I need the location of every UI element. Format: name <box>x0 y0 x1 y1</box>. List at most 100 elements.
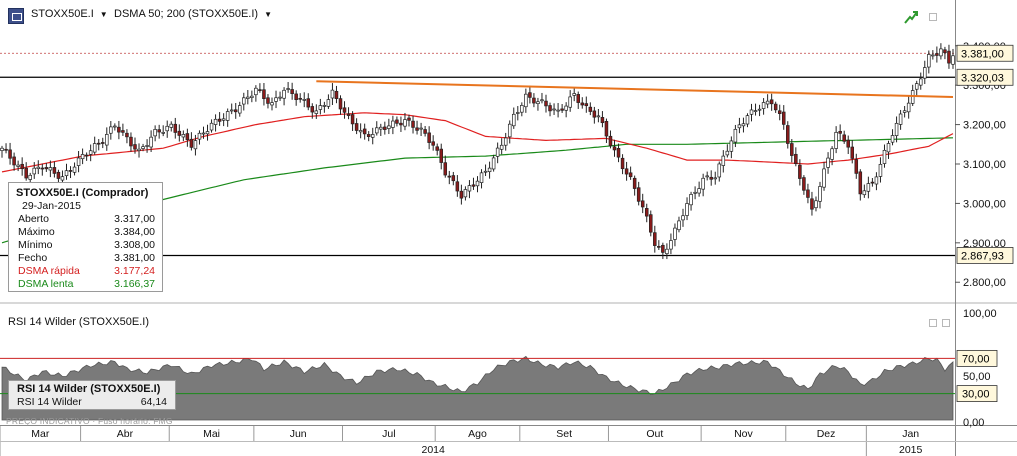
candle-body <box>141 146 145 149</box>
candle-body <box>56 171 61 179</box>
trend-arrow-icon[interactable] <box>904 10 918 24</box>
candle-body <box>193 140 198 150</box>
candle-body <box>40 167 45 170</box>
candle-body <box>161 131 165 134</box>
candle-body <box>769 99 774 105</box>
candle-body <box>270 102 274 106</box>
candle-body <box>741 123 746 127</box>
month-label: Ago <box>468 428 487 440</box>
candle-body <box>205 131 210 135</box>
candle-body <box>810 198 814 210</box>
candle-body <box>584 103 589 107</box>
candle-body <box>185 133 190 141</box>
candle-body <box>76 157 81 166</box>
candle-body <box>536 101 540 105</box>
candle-body <box>258 89 262 91</box>
rsi-row: RSI 14 Wilder 64,14 <box>17 396 167 409</box>
candle-body <box>221 118 226 121</box>
candle-body <box>878 163 883 177</box>
candle-body <box>524 93 528 108</box>
candle-body <box>548 105 552 112</box>
rsi-tick-label: 0,00 <box>963 417 984 429</box>
candle-body <box>745 115 750 125</box>
rsi-maximize-icon[interactable] <box>929 319 937 327</box>
candle-body <box>931 54 935 57</box>
candle-body <box>44 167 49 170</box>
candle-body <box>105 134 109 146</box>
candle-body <box>520 105 524 113</box>
price-level-badge <box>956 68 1014 86</box>
candle-body <box>669 240 673 250</box>
candle-body <box>661 244 665 253</box>
candle-body <box>391 120 395 128</box>
candle-body <box>923 67 927 79</box>
maximize-icon[interactable] <box>929 13 937 21</box>
candle-body <box>411 120 415 128</box>
candle-body <box>644 208 649 217</box>
candle-body <box>318 105 323 110</box>
candle-body <box>786 125 790 144</box>
candle-body <box>576 94 580 103</box>
info-row-value: 3.317,00 <box>114 213 155 225</box>
candle-body <box>197 132 202 140</box>
footer-note: PREÇO INDICATIVO · Fuso horário: FMG <box>6 416 173 426</box>
candle-body <box>814 200 818 209</box>
candle-body <box>157 129 161 133</box>
candle-body <box>383 126 387 130</box>
candle-body <box>282 89 286 99</box>
candle-body <box>649 214 653 233</box>
indicator-dropdown[interactable]: DSMA 50; 200 (STOXX50E.I) ▼ <box>114 8 272 20</box>
info-row: Fecho 3.381,00 <box>16 252 155 265</box>
info-row-value: 3.177,24 <box>114 265 155 277</box>
candle-body <box>439 148 443 163</box>
candle-body <box>419 127 423 130</box>
price-tick-label: 3.100,00 <box>963 159 1006 171</box>
candle-body <box>765 100 770 105</box>
candle-body <box>713 177 718 180</box>
rsi-area <box>1 355 954 421</box>
candle-body <box>36 166 41 169</box>
candle-body <box>632 177 637 189</box>
candle-body <box>826 157 830 168</box>
symbol-dropdown[interactable]: STOXX50E.I ▼ <box>31 8 108 20</box>
candle-body <box>32 167 37 175</box>
candle-body <box>693 191 697 194</box>
month-label: Jan <box>902 428 919 440</box>
candle-body <box>133 144 137 150</box>
info-box-title: STOXX50E.I (Comprador) <box>16 187 149 199</box>
candle-body <box>415 127 419 131</box>
candle-body <box>467 185 472 192</box>
candle-body <box>346 113 351 116</box>
candle-body <box>0 147 4 151</box>
candle-body <box>753 110 758 112</box>
candle-body <box>749 109 754 115</box>
price-tick-label: 2.800,00 <box>963 277 1006 289</box>
candle-body <box>560 108 564 111</box>
candle-body <box>229 109 234 112</box>
candle-body <box>298 97 302 100</box>
candle-body <box>387 125 391 129</box>
candle-body <box>117 126 121 133</box>
candle-body <box>794 153 798 164</box>
candle-body <box>250 95 254 98</box>
candle-body <box>689 194 693 206</box>
candle-body <box>451 175 456 182</box>
candle-body <box>475 180 480 187</box>
candle-body <box>80 154 85 160</box>
price-level-badge <box>956 247 1014 264</box>
candle-body <box>28 174 32 180</box>
candle-body <box>20 163 24 170</box>
month-label: Jun <box>290 428 307 440</box>
candle-body <box>757 108 762 111</box>
candle-body <box>294 93 298 101</box>
candle-body <box>596 115 601 118</box>
candle-body <box>491 157 496 170</box>
month-label: Nov <box>734 428 753 440</box>
rsi-close-icon[interactable] <box>942 319 950 327</box>
rsi-box-title: RSI 14 Wilder (STOXX50E.I) <box>17 383 161 395</box>
chevron-down-icon: ▼ <box>264 10 273 19</box>
candle-body <box>290 89 294 95</box>
chevron-down-icon: ▼ <box>99 10 108 19</box>
candle-body <box>943 49 947 54</box>
candle-body <box>624 168 629 175</box>
